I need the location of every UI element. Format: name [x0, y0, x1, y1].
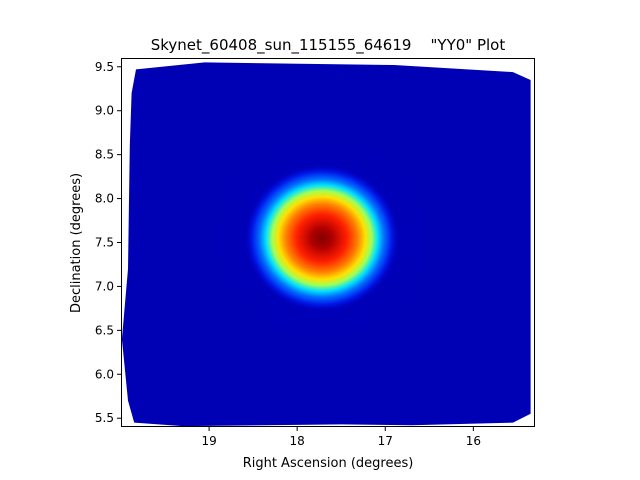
- x-axis-ticks: 19 18 17 16: [201, 427, 481, 448]
- y-tick-label: 8.0: [95, 192, 114, 206]
- y-tick-label: 6.0: [95, 367, 114, 381]
- y-tick-label: 8.5: [95, 148, 114, 162]
- source-blob: [244, 164, 400, 312]
- x-tick-label: 18: [290, 434, 305, 448]
- chart-title: Skynet_60408_sun_115155_64619 "YY0" Plot: [151, 36, 506, 55]
- x-axis-label: Right Ascension (degrees): [243, 456, 414, 471]
- y-tick-label: 7.5: [95, 236, 114, 250]
- x-tick-label: 16: [466, 434, 481, 448]
- y-tick-label: 9.0: [95, 104, 114, 118]
- y-tick-label: 6.5: [95, 323, 114, 337]
- x-tick-label: 17: [378, 434, 393, 448]
- axes-frame: [121, 58, 535, 427]
- y-tick-label: 9.5: [95, 60, 114, 74]
- x-tick-label: 19: [201, 434, 216, 448]
- y-axis-label: Declination (degrees): [69, 173, 84, 313]
- y-tick-label: 5.5: [95, 411, 114, 425]
- y-tick-label: 7.0: [95, 279, 114, 293]
- y-axis-ticks: 5.5 6.0 6.5 7.0 7.5 8.0 8.5 9.0 9.5: [95, 60, 121, 425]
